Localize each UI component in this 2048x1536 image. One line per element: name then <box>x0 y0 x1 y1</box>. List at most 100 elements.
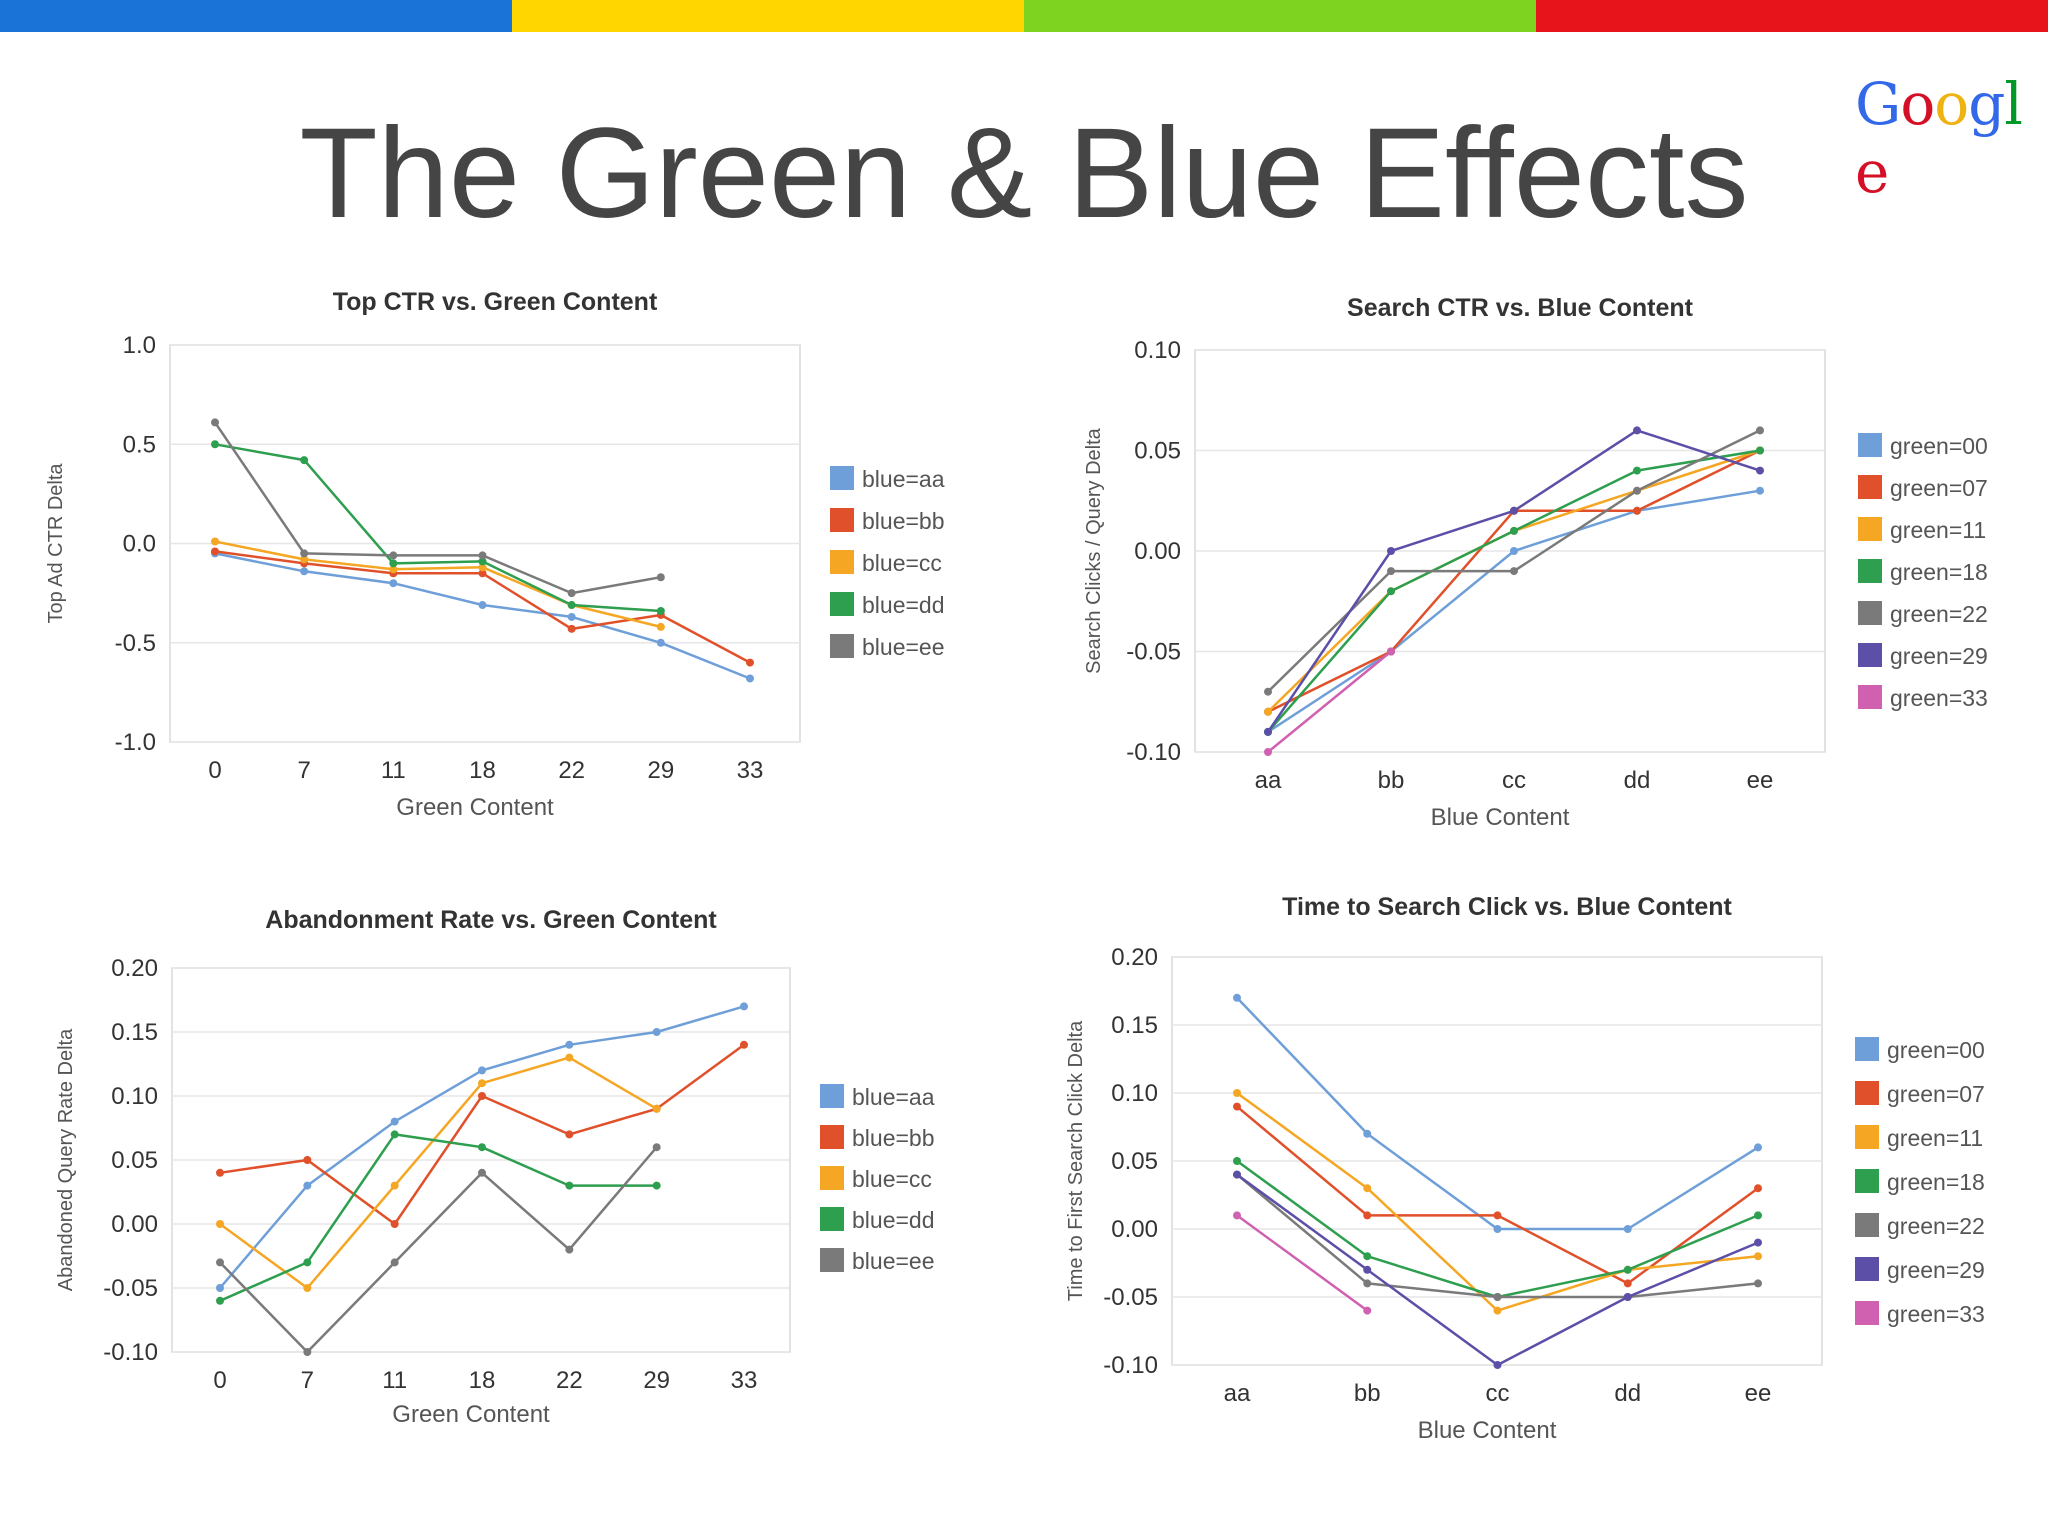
logo-letter: e <box>1855 138 1889 206</box>
data-point <box>478 1168 486 1177</box>
data-point <box>389 565 398 574</box>
series-line <box>219 1133 657 1302</box>
x-tick-label: 0 <box>213 1367 226 1394</box>
y-tick-label: 0.10 <box>111 1083 158 1110</box>
series-line <box>1267 650 1392 753</box>
google-logo: Googl e <box>1855 70 2048 206</box>
legend-swatch <box>1855 1125 1879 1149</box>
data-point <box>1633 506 1641 515</box>
data-point <box>565 1130 574 1139</box>
data-point <box>565 1053 574 1062</box>
data-point <box>1623 1279 1632 1288</box>
x-tick-label: 29 <box>647 757 674 784</box>
logo-letter: o <box>1900 70 1935 138</box>
x-tick-label: 33 <box>737 757 764 784</box>
legend-label: blue=cc <box>862 550 942 576</box>
chart-title: Top CTR vs. Green Content <box>333 288 658 316</box>
y-tick-label: 0.10 <box>1134 337 1181 364</box>
data-point <box>656 638 665 647</box>
x-tick-label: aa <box>1255 767 1282 794</box>
data-point <box>300 555 309 564</box>
legend-label: green=18 <box>1890 559 1988 585</box>
y-tick-label: 0.05 <box>111 1147 158 1174</box>
legend-label: blue=ee <box>862 634 945 660</box>
data-point <box>567 601 576 610</box>
x-tick-label: 7 <box>297 757 310 784</box>
data-point <box>1363 1211 1372 1220</box>
top-bar-blue <box>0 0 512 32</box>
data-point <box>390 1117 399 1126</box>
legend-label: green=29 <box>1890 643 1988 669</box>
data-point <box>1363 1265 1372 1274</box>
y-tick-label: 0.15 <box>111 1019 158 1046</box>
data-point <box>1264 687 1272 696</box>
legend-label: blue=aa <box>862 466 945 492</box>
x-tick-label: 22 <box>556 1367 583 1394</box>
legend-swatch <box>830 634 854 658</box>
data-point <box>300 456 309 465</box>
data-point <box>478 563 487 572</box>
y-axis-label: Abandoned Query Rate Delta <box>55 1028 77 1291</box>
data-point <box>1493 1361 1502 1369</box>
series-line <box>214 443 661 613</box>
data-point <box>390 1220 399 1228</box>
data-point <box>1264 748 1272 756</box>
chart-title: Time to Search Click vs. Blue Content <box>1282 893 1732 921</box>
y-tick-label: -0.05 <box>103 1275 158 1302</box>
x-tick-label: 33 <box>731 1367 758 1394</box>
y-axis-label: Time to First Search Click Delta <box>1065 1020 1087 1301</box>
data-point <box>1493 1293 1502 1301</box>
x-tick-label: 11 <box>381 757 406 784</box>
series-line <box>219 1146 658 1354</box>
legend-label: green=22 <box>1890 601 1988 627</box>
chart-title: Abandonment Rate vs. Green Content <box>265 906 717 934</box>
data-point <box>652 1104 661 1113</box>
x-tick-label: bb <box>1354 1380 1381 1407</box>
legend-swatch <box>1855 1169 1879 1193</box>
chart-title: Search CTR vs. Blue Content <box>1347 294 1694 322</box>
data-point <box>652 1181 661 1190</box>
data-point <box>478 557 487 566</box>
y-tick-label: 0.05 <box>1134 438 1181 465</box>
slide-title: The Green & Blue Effects <box>299 102 1749 245</box>
legend-label: blue=cc <box>852 1166 932 1192</box>
data-point <box>390 1130 399 1139</box>
data-point <box>1633 486 1641 495</box>
data-point <box>1233 1102 1241 1111</box>
data-point <box>565 1040 574 1049</box>
data-point <box>1756 426 1764 435</box>
data-point <box>389 551 398 560</box>
chart-abandonment: 0.20 0.15 0.10 0.05 0.00 -0.05 -0.10 0 7 11 18 22 29… <box>55 906 935 1428</box>
legend-label: blue=bb <box>862 508 945 534</box>
logo-letter: o <box>1934 70 1969 138</box>
legend-label: green=07 <box>1890 475 1988 501</box>
legend-swatch <box>820 1248 844 1272</box>
y-tick-label: 0.5 <box>123 431 156 458</box>
y-axis-label: Search Clicks / Query Delta <box>1083 427 1105 674</box>
y-tick-label: 0.0 <box>123 531 156 558</box>
x-tick-label: 7 <box>301 1367 314 1394</box>
data-point <box>740 1002 748 1011</box>
legend-swatch <box>1855 1081 1879 1105</box>
data-point <box>1233 993 1241 1002</box>
data-point <box>1233 1089 1241 1097</box>
data-point <box>567 589 576 598</box>
data-point <box>1493 1306 1502 1315</box>
data-point <box>1754 1143 1762 1152</box>
data-point <box>389 579 398 588</box>
data-point <box>1233 1211 1241 1220</box>
data-point <box>216 1258 224 1267</box>
x-axis-label: Blue Content <box>1431 804 1570 831</box>
data-point <box>216 1296 224 1305</box>
legend-label: blue=dd <box>852 1207 935 1233</box>
data-point <box>1510 526 1518 535</box>
x-axis-label: Green Content <box>396 794 554 821</box>
data-point <box>1510 567 1518 576</box>
legend-label: green=18 <box>1887 1169 1985 1195</box>
data-point <box>1264 727 1272 736</box>
top-bar-red <box>1536 0 2048 32</box>
x-tick-label: ee <box>1747 767 1774 794</box>
data-point <box>303 1156 312 1164</box>
data-point <box>567 624 576 633</box>
